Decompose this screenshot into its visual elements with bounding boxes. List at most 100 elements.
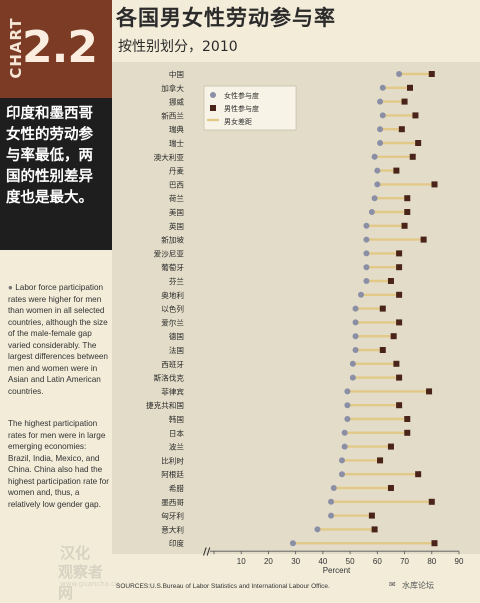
category-label: 瑞士 xyxy=(169,138,185,148)
category-label: 印度 xyxy=(169,538,185,548)
chart-subtitle: 按性别划分，2010 xyxy=(118,39,238,55)
x-tick-label: 50 xyxy=(346,557,355,566)
category-label: 阿根廷 xyxy=(161,469,184,479)
watermark-line-1: 汉化 xyxy=(60,544,91,562)
female-point xyxy=(328,512,335,519)
male-point xyxy=(393,167,400,174)
category-label: 匈牙利 xyxy=(161,511,184,521)
male-point xyxy=(412,112,419,119)
category-label: 澳大利亚 xyxy=(154,152,185,162)
category-label: 菲律宾 xyxy=(161,386,184,396)
category-label: 葡萄牙 xyxy=(161,262,184,272)
male-point xyxy=(431,181,438,188)
male-point xyxy=(387,443,394,450)
left-column: CHART 2.2 印度和墨西哥女性的劳动参与率最低，两国的性别差异度也是最大。… xyxy=(0,0,119,602)
legend-box xyxy=(203,85,297,131)
female-point xyxy=(352,333,359,340)
female-point xyxy=(341,443,348,450)
female-point xyxy=(396,71,403,77)
male-point xyxy=(393,360,400,367)
category-label: 比利时 xyxy=(161,455,184,465)
category-label: 以色列 xyxy=(161,304,184,314)
female-point xyxy=(338,471,345,478)
male-point xyxy=(404,195,411,202)
category-label: 捷克共和国 xyxy=(146,400,184,410)
chat-icon: ✉ xyxy=(389,580,396,589)
female-point xyxy=(379,84,386,91)
x-tick-label: 60 xyxy=(373,557,382,566)
male-point xyxy=(398,126,405,133)
male-point xyxy=(420,236,427,243)
female-point xyxy=(349,374,356,381)
category-label: 斯洛伐克 xyxy=(154,373,185,383)
category-label: 巴西 xyxy=(169,180,185,189)
female-point xyxy=(371,195,378,202)
female-point xyxy=(330,485,337,491)
male-point xyxy=(390,333,397,340)
male-point xyxy=(396,319,403,326)
female-point xyxy=(352,305,359,312)
female-point xyxy=(371,153,378,160)
female-point xyxy=(374,181,381,188)
chart-number: 2.2 xyxy=(22,22,98,73)
female-point xyxy=(344,388,351,395)
female-point xyxy=(368,209,375,215)
male-point xyxy=(371,526,378,533)
male-point xyxy=(428,498,435,505)
male-point xyxy=(404,416,411,422)
female-point xyxy=(358,291,364,298)
legend-label: 男性参与度 xyxy=(224,104,259,113)
x-tick-label: 80 xyxy=(427,557,436,566)
category-label: 爱沙尼亚 xyxy=(154,249,185,258)
male-point xyxy=(401,98,408,105)
category-label: 中国 xyxy=(169,69,184,79)
axis-break-mark: // xyxy=(203,547,211,558)
male-point xyxy=(431,540,438,547)
female-point xyxy=(341,429,348,436)
category-label: 波兰 xyxy=(169,442,185,452)
male-point xyxy=(396,374,403,381)
category-label: 加拿大 xyxy=(161,83,184,93)
female-point xyxy=(363,222,370,229)
category-label: 希腊 xyxy=(169,483,185,493)
female-point xyxy=(338,457,345,464)
female-point xyxy=(377,140,384,146)
x-tick-label: 30 xyxy=(291,557,300,566)
category-label: 荷兰 xyxy=(169,193,185,203)
x-tick-label: 70 xyxy=(400,557,409,566)
category-label: 韩国 xyxy=(169,414,184,424)
male-point xyxy=(387,278,394,284)
x-tick-label: 20 xyxy=(264,557,273,566)
male-point xyxy=(396,291,403,298)
male-point xyxy=(387,485,394,491)
category-label: 美国 xyxy=(169,207,184,217)
female-point xyxy=(344,416,351,422)
x-tick-label: 10 xyxy=(237,557,246,566)
category-label: 西班牙 xyxy=(161,359,184,369)
bullet-icon: ● xyxy=(8,283,16,292)
legend-female-marker xyxy=(210,92,216,98)
male-point xyxy=(379,305,386,312)
headline-text: 印度和墨西哥女性的劳动参与率最低，两国的性别差异度也是最大。 xyxy=(6,106,93,206)
chart-badge: CHART 2.2 xyxy=(0,0,112,98)
category-label: 挪威 xyxy=(169,97,185,107)
female-point xyxy=(363,278,370,284)
male-point xyxy=(404,209,411,215)
watermark-right: 水库论坛 xyxy=(402,581,434,590)
female-point xyxy=(289,540,296,547)
female-point xyxy=(374,167,381,174)
x-axis-label: Percent xyxy=(323,566,351,575)
female-point xyxy=(328,498,335,505)
male-point xyxy=(407,84,413,91)
category-label: 德国 xyxy=(169,331,184,341)
male-point xyxy=(368,512,375,519)
source-note: SOURCES:U.S.Bureau of Labor Statistics a… xyxy=(116,583,330,590)
category-label: 丹麦 xyxy=(169,166,185,176)
female-point xyxy=(352,347,359,353)
female-point xyxy=(349,360,356,367)
female-point xyxy=(344,402,351,409)
legend-male-marker xyxy=(210,105,216,111)
category-label: 法国 xyxy=(169,345,184,355)
legend-label: 男女差距 xyxy=(224,117,252,126)
note-paragraph-1-text: Labor force participation rates were hig… xyxy=(8,283,108,396)
